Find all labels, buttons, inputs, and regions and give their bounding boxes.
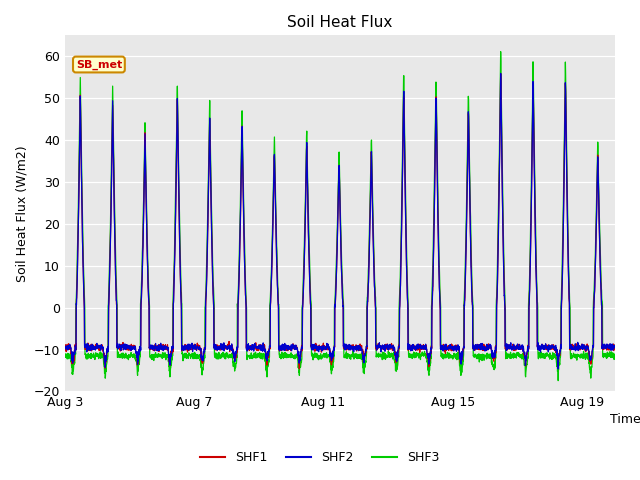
SHF3	[172, 152, 180, 157]
SHF2	[104, 344, 112, 349]
SHF1	[172, 171, 180, 177]
SHF3	[180, 351, 188, 357]
SHF3	[554, 378, 562, 384]
SHF1	[296, 366, 303, 372]
SHF3	[226, 353, 234, 359]
SHF2	[611, 345, 618, 351]
SHF1	[226, 343, 234, 348]
X-axis label: Time: Time	[610, 413, 640, 426]
Legend: SHF1, SHF2, SHF3: SHF1, SHF2, SHF3	[195, 446, 445, 469]
SHF2	[363, 344, 371, 349]
SHF3	[104, 354, 112, 360]
SHF1	[611, 345, 618, 350]
Line: SHF3: SHF3	[65, 52, 614, 381]
Line: SHF2: SHF2	[65, 73, 614, 369]
SHF2	[497, 71, 504, 76]
SHF1	[180, 343, 188, 349]
Title: Soil Heat Flux: Soil Heat Flux	[287, 15, 392, 30]
Text: SB_met: SB_met	[76, 60, 122, 70]
SHF1	[104, 344, 112, 350]
SHF1	[497, 71, 504, 76]
SHF2	[61, 345, 68, 351]
SHF2	[180, 348, 188, 353]
SHF1	[61, 347, 68, 352]
SHF1	[494, 246, 502, 252]
SHF3	[494, 236, 502, 242]
SHF3	[363, 304, 371, 310]
SHF2	[172, 172, 180, 178]
SHF2	[554, 366, 562, 372]
SHF3	[61, 354, 68, 360]
Y-axis label: Soil Heat Flux (W/m2): Soil Heat Flux (W/m2)	[15, 145, 28, 282]
SHF3	[611, 355, 618, 360]
SHF2	[226, 343, 234, 348]
SHF3	[497, 49, 504, 55]
Line: SHF1: SHF1	[65, 73, 614, 369]
SHF1	[364, 303, 371, 309]
SHF2	[494, 257, 502, 263]
